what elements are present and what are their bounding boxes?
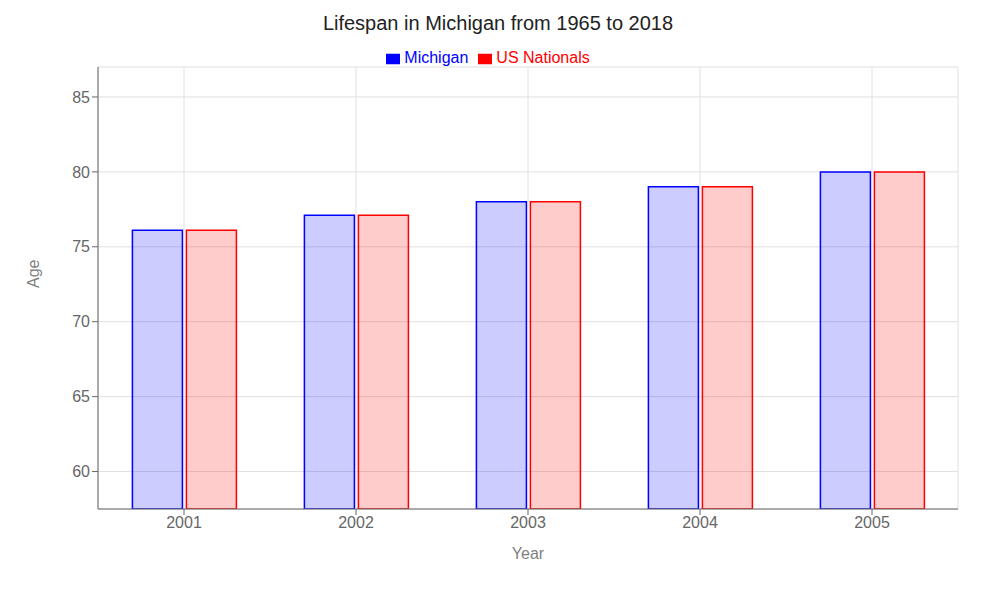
html-text:US Nationals: US Nationals bbox=[496, 49, 590, 66]
svg-text:2001: 2001 bbox=[166, 514, 202, 531]
svg-text:2003: 2003 bbox=[510, 514, 546, 531]
svg-text:Age: Age bbox=[25, 259, 42, 288]
svg-text:2005: 2005 bbox=[854, 514, 890, 531]
svg-text:60: 60 bbox=[72, 463, 90, 480]
svg-text:70: 70 bbox=[72, 313, 90, 330]
svg-text:2002: 2002 bbox=[338, 514, 374, 531]
svg-text:75: 75 bbox=[72, 238, 90, 255]
svg-text:65: 65 bbox=[72, 388, 90, 405]
svg-text:2004: 2004 bbox=[682, 514, 718, 531]
html-text:Lifespan in Michigan from 1965: Lifespan in Michigan from 1965 to 2018 bbox=[322, 12, 674, 34]
svg-text:80: 80 bbox=[72, 164, 90, 181]
html-text:Michigan: Michigan bbox=[404, 49, 469, 66]
svg-text:Year: Year bbox=[512, 545, 545, 562]
svg-text:85: 85 bbox=[72, 89, 90, 106]
